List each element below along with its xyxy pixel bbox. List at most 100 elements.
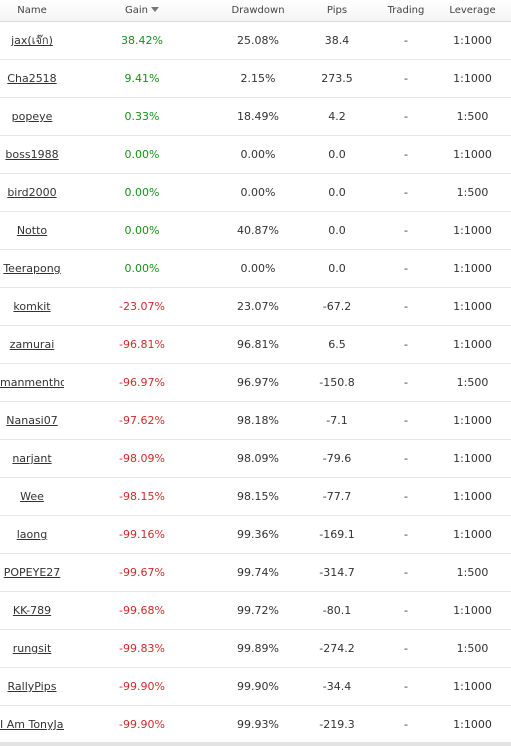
trader-name-link[interactable]: manmenthol (0, 376, 64, 389)
trader-name-cell: POPEYE27 (0, 554, 64, 591)
table-row: KK-789 -99.68% 99.72% -80.1 - 1:1000 (0, 592, 511, 630)
leverage-value: 1:1000 (453, 490, 492, 503)
trader-name-cell: manmenthol (0, 364, 64, 401)
trader-name-link[interactable]: jax(เจ๊ก) (11, 34, 53, 47)
trader-name-cell: boss1988 (0, 136, 64, 173)
trading-value: - (404, 376, 408, 389)
gain-value: -23.07% (119, 300, 165, 313)
column-header-name[interactable]: Name (17, 5, 47, 16)
trader-name-cell: RallyPips (0, 668, 64, 705)
leverage-value: 1:1000 (453, 262, 492, 275)
gain-value: 0.00% (124, 148, 160, 161)
trading-value: - (404, 224, 408, 237)
gain-value: 38.42% (121, 34, 163, 47)
trader-name-link[interactable]: narjant (12, 452, 52, 465)
table-row: jax(เจ๊ก) 38.42% 25.08% 38.4 - 1:1000 (0, 22, 511, 60)
table-row: bird2000 0.00% 0.00% 0.0 - 1:500 (0, 174, 511, 212)
gain-value: -99.68% (119, 604, 165, 617)
trader-name-cell: zamurai (0, 326, 64, 363)
drawdown-value: 25.08% (237, 34, 279, 47)
trader-name-link[interactable]: boss1988 (5, 148, 59, 161)
leverage-value: 1:1000 (453, 72, 492, 85)
leverage-value: 1:1000 (453, 300, 492, 313)
trader-name-link[interactable]: Nanasi07 (6, 414, 58, 427)
pips-value: -79.6 (322, 452, 352, 465)
pips-value: 0.0 (328, 262, 346, 275)
leverage-value: 1:1000 (453, 414, 492, 427)
trading-value: - (404, 186, 408, 199)
drawdown-value: 99.90% (237, 680, 279, 693)
table-row: Cha2518 9.41% 2.15% 273.5 - 1:1000 (0, 60, 511, 98)
leverage-value: 1:1000 (453, 452, 492, 465)
column-header-pips[interactable]: Pips (326, 5, 348, 16)
gain-value: 0.00% (124, 262, 160, 275)
trader-name-link[interactable]: zamurai (9, 338, 55, 351)
trading-value: - (404, 262, 408, 275)
trader-name-cell: Nanasi07 (0, 402, 64, 439)
trader-name-cell: Cha2518 (0, 60, 64, 97)
sort-desc-icon[interactable] (151, 6, 159, 12)
leverage-value: 1:1000 (453, 224, 492, 237)
trader-name-cell: rungsit (0, 630, 64, 667)
table-header: Name Gain Drawdown Pips Trading Leverage (0, 0, 511, 22)
drawdown-value: 99.72% (237, 604, 279, 617)
trader-name-link[interactable]: RallyPips (7, 680, 57, 693)
trading-value: - (404, 338, 408, 351)
table-row: narjant -98.09% 98.09% -79.6 - 1:1000 (0, 440, 511, 478)
trader-name-link[interactable]: I Am TonyJar (0, 718, 64, 731)
trader-name-link[interactable]: laong (16, 528, 48, 541)
gain-value: -99.90% (119, 680, 165, 693)
leverage-value: 1:1000 (453, 604, 492, 617)
table-row: rungsit -99.83% 99.89% -274.2 - 1:500 (0, 630, 511, 668)
pips-value: -34.4 (322, 680, 352, 693)
table-footer-divider (0, 742, 511, 746)
trader-name-link[interactable]: Wee (20, 490, 44, 503)
trader-name-cell: jax(เจ๊ก) (0, 22, 64, 59)
leverage-value: 1:500 (456, 642, 489, 655)
drawdown-value: 98.15% (237, 490, 279, 503)
trader-name-link[interactable]: bird2000 (7, 186, 57, 199)
pips-value: 38.4 (324, 34, 350, 47)
trader-name-link[interactable]: komkit (13, 300, 51, 313)
trader-name-link[interactable]: Cha2518 (7, 72, 57, 85)
pips-value: 0.0 (328, 148, 346, 161)
trader-name-link[interactable]: KK-789 (12, 604, 52, 617)
trader-name-link[interactable]: Teerapong (3, 262, 61, 275)
table-row: I Am TonyJar -99.90% 99.93% -219.3 - 1:1000 (0, 706, 511, 744)
trader-name-link[interactable]: rungsit (12, 642, 52, 655)
pips-value: 6.5 (328, 338, 346, 351)
table-row: RallyPips -99.90% 99.90% -34.4 - 1:1000 (0, 668, 511, 706)
leverage-value: 1:1000 (453, 528, 492, 541)
gain-value: -96.97% (119, 376, 165, 389)
gain-value: -98.09% (119, 452, 165, 465)
trading-value: - (404, 452, 408, 465)
drawdown-value: 98.09% (237, 452, 279, 465)
column-header-gain[interactable]: Gain (64, 0, 220, 21)
gain-value: -96.81% (119, 338, 165, 351)
drawdown-value: 0.00% (240, 186, 276, 199)
gain-value: 9.41% (124, 72, 160, 85)
trading-value: - (404, 110, 408, 123)
leverage-value: 1:1000 (453, 338, 492, 351)
pips-value: 273.5 (321, 72, 353, 85)
drawdown-value: 18.49% (237, 110, 279, 123)
column-header-leverage[interactable]: Leverage (449, 5, 496, 16)
trading-value: - (404, 528, 408, 541)
drawdown-value: 0.00% (240, 262, 276, 275)
drawdown-value: 99.74% (237, 566, 279, 579)
leverage-value: 1:1000 (453, 148, 492, 161)
table-row: Teerapong 0.00% 0.00% 0.0 - 1:1000 (0, 250, 511, 288)
column-header-trading[interactable]: Trading (387, 5, 425, 16)
pips-value: -80.1 (322, 604, 352, 617)
trader-name-link[interactable]: Notto (16, 224, 48, 237)
gain-value: 0.33% (124, 110, 160, 123)
drawdown-value: 99.36% (237, 528, 279, 541)
trading-value: - (404, 300, 408, 313)
trader-name-link[interactable]: popeye (11, 110, 53, 123)
gain-value: 0.00% (124, 186, 160, 199)
leverage-value: 1:1000 (453, 680, 492, 693)
trading-value: - (404, 566, 408, 579)
column-header-drawdown[interactable]: Drawdown (231, 5, 285, 16)
trader-name-link[interactable]: POPEYE27 (3, 566, 61, 579)
trader-name-cell: KK-789 (0, 592, 64, 629)
